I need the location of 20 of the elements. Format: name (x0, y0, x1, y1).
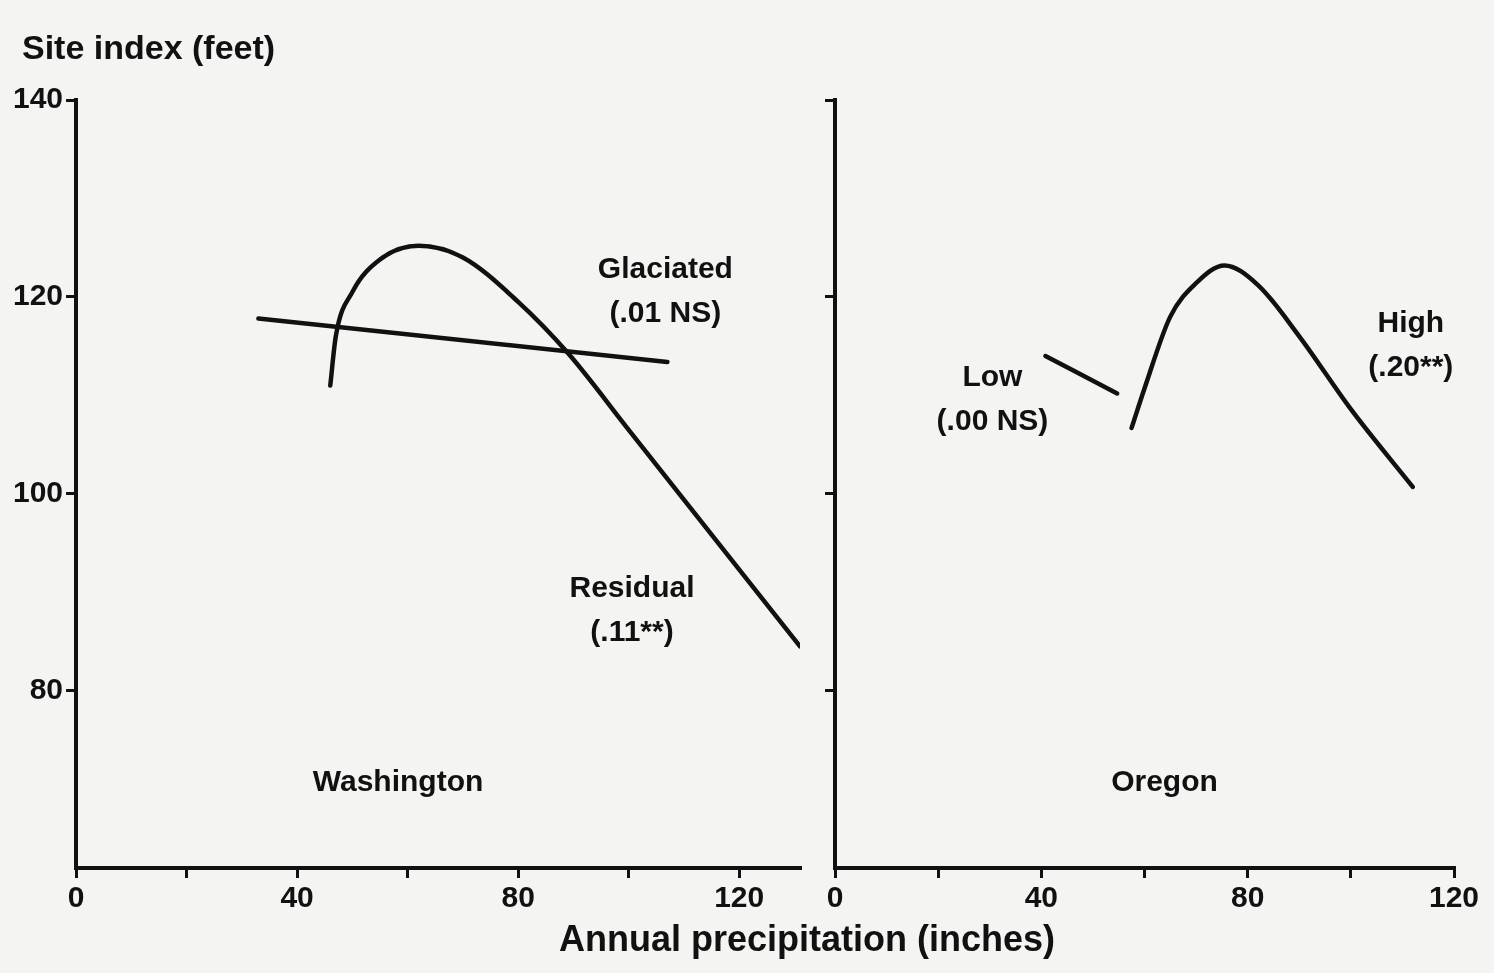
x-tick-label: 80 (1230, 880, 1265, 914)
y-tick-label: 120 (12, 278, 64, 312)
y-tick-label: 140 (12, 81, 64, 115)
x-axis-title: Annual precipitation (inches) (557, 918, 1056, 960)
series-label: High (.20**) (1368, 305, 1454, 383)
annotation: Washington (312, 764, 484, 798)
x-tick-label: 0 (826, 880, 844, 914)
y-axis-title: Site index (feet) (22, 28, 276, 67)
x-tick-label: 120 (1428, 880, 1480, 914)
annotation: Oregon (1111, 764, 1218, 798)
x-tick-label: 40 (280, 880, 314, 914)
x-tick-label: 40 (1024, 880, 1059, 914)
series-label: Glaciated (.01 NS) (597, 251, 733, 329)
series-label: Residual (.11**) (569, 569, 695, 647)
x-tick-label: 80 (501, 880, 535, 914)
x-tick-label: 0 (67, 880, 85, 914)
y-tick-label: 100 (12, 475, 64, 509)
x-tick-label: 120 (714, 880, 765, 914)
y-tick-label: 80 (29, 672, 64, 706)
series-label: Low (.00 NS) (936, 359, 1049, 437)
